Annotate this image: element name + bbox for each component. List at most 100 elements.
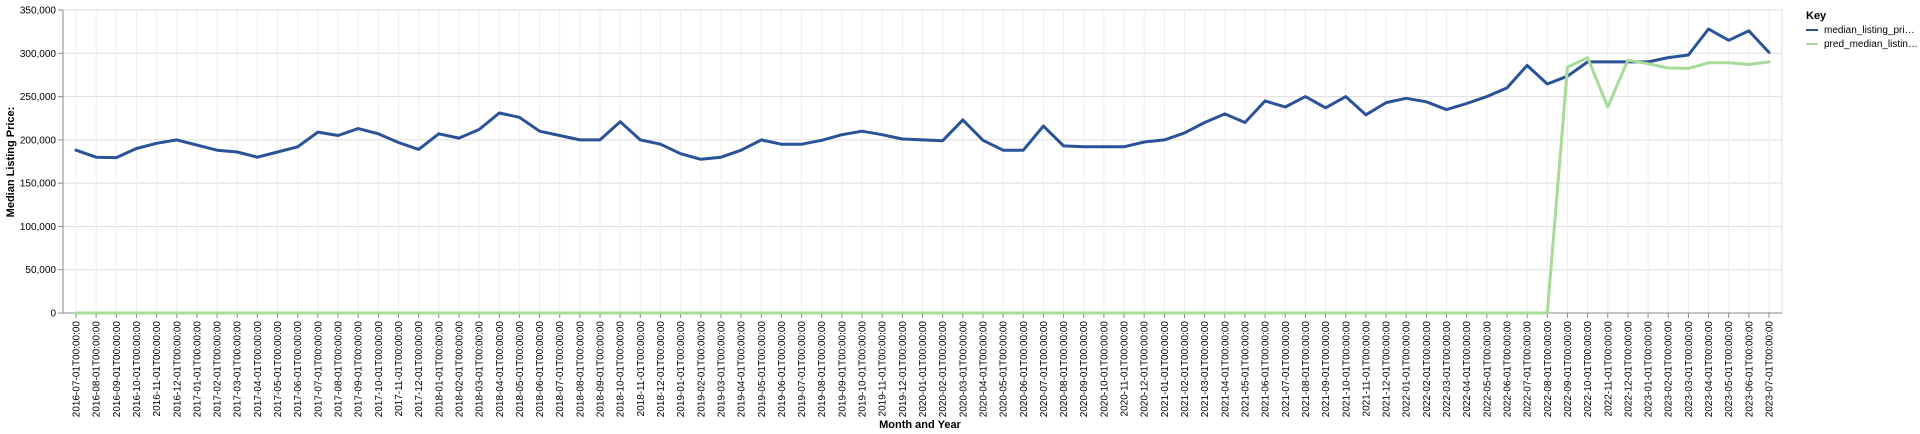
x-tick-label: 2018-05-01T00:00:00 [515, 321, 526, 418]
x-tick-label: 2021-08-01T00:00:00 [1301, 321, 1312, 418]
x-tick-label: 2023-05-01T00:00:00 [1724, 321, 1735, 418]
x-tick-label: 2016-09-01T00:00:00 [112, 321, 123, 418]
x-tick-label: 2022-06-01T00:00:00 [1502, 321, 1513, 418]
x-tick-label: 2019-10-01T00:00:00 [858, 321, 869, 418]
y-tick-label: 200,000 [20, 135, 57, 146]
y-tick-label: 100,000 [20, 222, 57, 233]
x-tick-label: 2019-02-01T00:00:00 [696, 321, 707, 418]
x-tick-label: 2022-03-01T00:00:00 [1442, 321, 1453, 418]
x-tick-label: 2020-04-01T00:00:00 [978, 321, 989, 418]
x-tick-label: 2019-07-01T00:00:00 [797, 321, 808, 418]
x-tick-label: 2021-11-01T00:00:00 [1361, 321, 1372, 417]
x-tick-label: 2016-10-01T00:00:00 [132, 321, 143, 418]
x-tick-label: 2019-03-01T00:00:00 [716, 321, 727, 418]
x-tick-label: 2022-10-01T00:00:00 [1583, 321, 1594, 418]
x-tick-label: 2016-11-01T00:00:00 [152, 321, 163, 417]
x-tick-label: 2022-02-01T00:00:00 [1422, 321, 1433, 418]
legend-title: Key [1806, 10, 1827, 22]
x-tick-label: 2018-03-01T00:00:00 [475, 321, 486, 418]
y-tick-label: 150,000 [20, 179, 57, 190]
x-tick-label: 2019-09-01T00:00:00 [837, 321, 848, 418]
x-tick-label: 2017-03-01T00:00:00 [233, 321, 244, 418]
x-tick-label: 2021-02-01T00:00:00 [1180, 321, 1191, 418]
series-line-2 [74, 56, 1771, 315]
x-tick-label: 2020-08-01T00:00:00 [1059, 321, 1070, 418]
x-tick-label: 2019-05-01T00:00:00 [757, 321, 768, 418]
x-tick-label: 2023-03-01T00:00:00 [1684, 321, 1695, 418]
x-tick-label: 2018-09-01T00:00:00 [596, 321, 607, 418]
x-tick-label: 2018-01-01T00:00:00 [434, 321, 445, 418]
x-tick-label: 2021-01-01T00:00:00 [1160, 321, 1171, 418]
x-tick-label: 2020-02-01T00:00:00 [938, 321, 949, 418]
x-tick-label: 2017-08-01T00:00:00 [334, 321, 345, 418]
x-tick-label: 2020-09-01T00:00:00 [1079, 321, 1090, 418]
x-tick-label: 2017-05-01T00:00:00 [273, 321, 284, 418]
x-tick-label: 2021-04-01T00:00:00 [1220, 321, 1231, 418]
x-axis-title: Month and Year [879, 419, 961, 431]
x-tick-label: 2017-06-01T00:00:00 [293, 321, 304, 418]
x-tick-label: 2022-11-01T00:00:00 [1603, 321, 1614, 417]
x-tick-label: 2018-06-01T00:00:00 [535, 321, 546, 418]
x-tick-label: 2021-07-01T00:00:00 [1281, 321, 1292, 418]
x-tick-label: 2020-05-01T00:00:00 [999, 321, 1010, 418]
x-tick-label: 2019-01-01T00:00:00 [676, 321, 687, 418]
x-tick-label: 2020-11-01T00:00:00 [1120, 321, 1131, 417]
x-tick-label: 2022-07-01T00:00:00 [1523, 321, 1534, 418]
series-lines [74, 27, 1771, 315]
x-tick-label: 2020-07-01T00:00:00 [1039, 321, 1050, 418]
legend: Key median_listing_pri… pred_median_listi… [1806, 10, 1918, 50]
x-tick-label: 2023-01-01T00:00:00 [1644, 321, 1655, 418]
y-tick-label: 50,000 [25, 265, 56, 276]
gridlines [62, 9, 1783, 314]
x-tick-label: 2017-01-01T00:00:00 [192, 321, 203, 418]
x-tick-label: 2022-05-01T00:00:00 [1482, 321, 1493, 418]
x-tick-label: 2021-12-01T00:00:00 [1382, 321, 1393, 418]
x-tick-label: 2017-11-01T00:00:00 [394, 321, 405, 417]
x-tick-label: 2022-09-01T00:00:00 [1563, 321, 1574, 418]
x-tick-label: 2019-04-01T00:00:00 [737, 321, 748, 418]
x-tick-label: 2018-07-01T00:00:00 [555, 321, 566, 418]
x-tick-label: 2022-04-01T00:00:00 [1462, 321, 1473, 418]
x-tick-label: 2020-12-01T00:00:00 [1140, 321, 1151, 418]
x-tick-label: 2020-06-01T00:00:00 [1019, 321, 1030, 418]
x-axis: 2016-07-01T00:00:00 2016-08-01T00:00:00 20… [63, 312, 1782, 418]
x-tick-label: 2022-01-01T00:00:00 [1402, 321, 1413, 418]
series-line-1 [74, 27, 1771, 161]
x-tick-label: 2022-08-01T00:00:00 [1543, 321, 1554, 418]
x-tick-label: 2018-04-01T00:00:00 [495, 321, 506, 418]
x-tick-label: 2021-03-01T00:00:00 [1200, 321, 1211, 418]
x-tick-label: 2023-02-01T00:00:00 [1664, 321, 1675, 418]
x-tick-label: 2018-02-01T00:00:00 [454, 321, 465, 418]
x-tick-label: 2019-11-01T00:00:00 [878, 321, 889, 417]
x-tick-label: 2016-12-01T00:00:00 [172, 321, 183, 418]
x-tick-label: 2023-06-01T00:00:00 [1744, 321, 1755, 418]
legend-label-2: pred_median_listin… [1824, 39, 1918, 50]
x-tick-label: 2016-08-01T00:00:00 [92, 321, 103, 418]
x-tick-label: 2019-08-01T00:00:00 [817, 321, 828, 418]
x-tick-label: 2017-04-01T00:00:00 [253, 321, 264, 418]
y-tick-label: 0 [50, 309, 56, 320]
x-tick-label: 2021-10-01T00:00:00 [1341, 321, 1352, 418]
x-tick-label: 2021-05-01T00:00:00 [1240, 321, 1251, 418]
x-tick-label: 2017-12-01T00:00:00 [414, 321, 425, 418]
x-tick-label: 2019-06-01T00:00:00 [777, 321, 788, 418]
x-tick-label: 2018-11-01T00:00:00 [636, 321, 647, 417]
y-axis-title: Median Listing Price: [5, 107, 17, 218]
x-tick-label: 2020-03-01T00:00:00 [958, 321, 969, 418]
x-tick-label: 2020-10-01T00:00:00 [1099, 321, 1110, 418]
x-tick-label: 2019-12-01T00:00:00 [898, 321, 909, 418]
x-tick-label: 2017-09-01T00:00:00 [354, 321, 365, 418]
y-tick-label: 350,000 [20, 6, 57, 17]
x-tick-label: 2017-10-01T00:00:00 [374, 321, 385, 418]
x-tick-label: 2016-07-01T00:00:00 [72, 321, 83, 418]
x-tick-label: 2023-07-01T00:00:00 [1765, 321, 1776, 418]
x-tick-label: 2017-07-01T00:00:00 [313, 321, 324, 418]
legend-label-1: median_listing_pri… [1824, 25, 1915, 36]
x-tick-label: 2018-12-01T00:00:00 [656, 321, 667, 418]
x-tick-label: 2020-01-01T00:00:00 [918, 321, 929, 418]
x-tick-label: 2022-12-01T00:00:00 [1623, 321, 1634, 418]
y-tick-label: 250,000 [20, 92, 57, 103]
x-tick-label: 2021-06-01T00:00:00 [1261, 321, 1272, 418]
x-tick-label: 2017-02-01T00:00:00 [213, 321, 224, 418]
